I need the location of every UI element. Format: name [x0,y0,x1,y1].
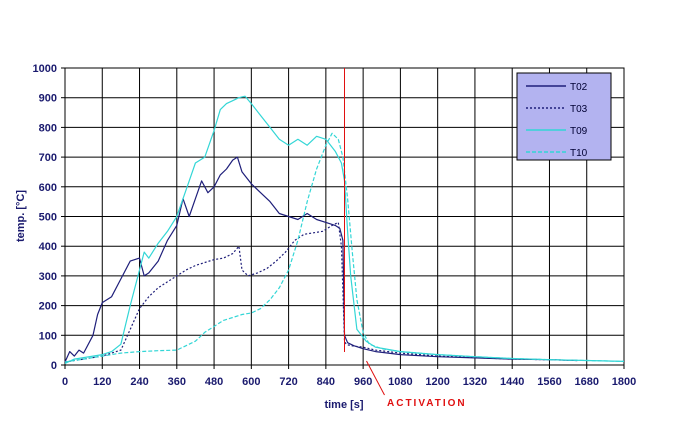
y-tick-label: 300 [39,271,57,283]
legend-label-t02: T02 [570,82,588,93]
x-tick-label: 0 [62,376,68,388]
y-tick-label: 400 [39,241,57,253]
legend-box [516,72,612,161]
x-axis-title: time [s] [324,399,363,411]
y-tick-label: 500 [39,212,57,224]
series-line-t02 [64,156,578,363]
x-tick-label: 1080 [388,376,412,388]
y-tick-label: 200 [39,301,57,313]
y-axis-title: temp. [°C] [15,190,27,242]
series-line-t10 [64,132,625,363]
x-tick-label: 720 [279,376,297,388]
y-tick-label: 900 [39,93,57,105]
legend-label-t10: T10 [570,148,588,159]
legend-items: T02 T03 T09 T10 [526,82,588,159]
x-tick-label: 1800 [612,376,636,388]
y-tick-label: 100 [39,330,57,342]
x-tick-label: 1560 [537,376,561,388]
activation-pointer [366,360,385,396]
legend-label-t03: T03 [570,104,588,115]
y-tick-label: 0 [51,360,57,372]
x-tick-labels: 0 120 240 360 480 600 720 840 960 1080 1200 1320 144… [62,365,636,388]
y-tick-labels: 0 100 200 300 400 500 600 700 800 900 1000 [33,63,65,372]
y-tick-label: 1000 [33,63,57,75]
activation-label: ACTIVATION [387,398,467,409]
legend: T02 T03 T09 T10 [516,72,612,161]
x-tick-label: 120 [93,376,111,388]
y-tick-label: 600 [39,182,57,194]
x-tick-label: 1680 [574,376,598,388]
legend-label-t09: T09 [570,126,588,137]
x-tick-label: 600 [242,376,260,388]
x-tick-label: 1440 [500,376,524,388]
x-tick-label: 1320 [463,376,487,388]
series-line-t03 [64,221,578,363]
y-tick-label: 700 [39,152,57,164]
x-tick-label: 360 [168,376,186,388]
activation-annotation [344,68,385,396]
x-tick-label: 240 [130,376,148,388]
x-tick-label: 960 [354,376,372,388]
x-tick-label: 840 [317,376,335,388]
x-tick-label: 480 [205,376,223,388]
series-lines [64,95,625,365]
y-tick-label: 800 [39,122,57,134]
x-tick-label: 1200 [425,376,449,388]
